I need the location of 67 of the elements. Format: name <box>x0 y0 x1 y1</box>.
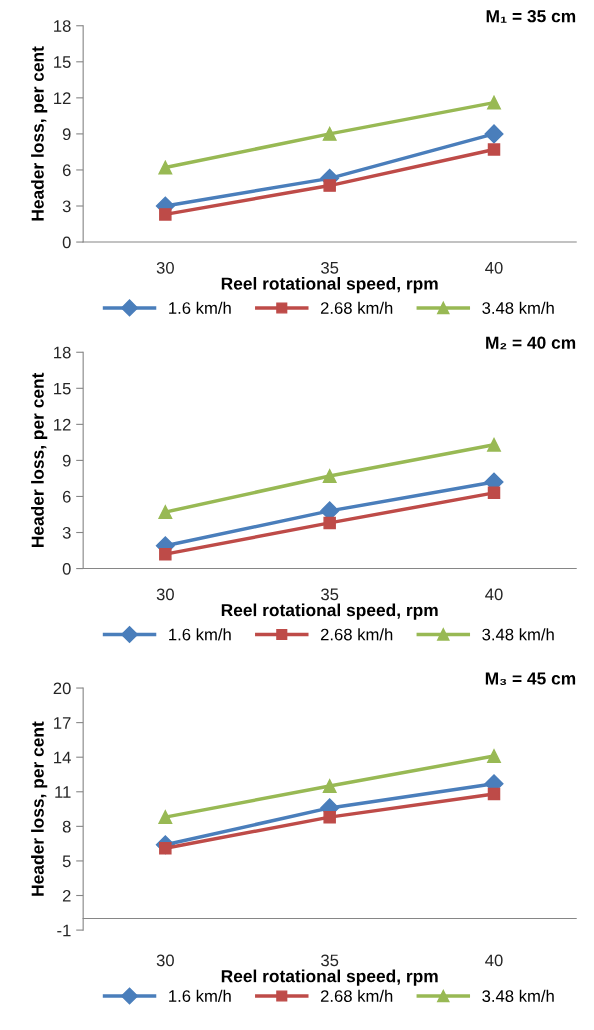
x-axis-title: Reel rotational speed, rpm <box>221 603 438 620</box>
point <box>158 810 173 825</box>
point <box>487 787 501 801</box>
y-tick-label: 0 <box>62 562 71 575</box>
y-axis-title: Header loss, per cent <box>31 46 48 221</box>
legend-label: 2.68 km/h <box>320 628 393 641</box>
point <box>323 179 336 192</box>
point <box>158 160 173 175</box>
point <box>487 95 501 110</box>
x-tick-label: 40 <box>485 954 503 967</box>
y-tick-label: 20 <box>53 682 71 695</box>
x-axis-title: Reel rotational speed, rpm <box>221 969 438 986</box>
x-tick-label: 35 <box>321 954 339 967</box>
legend-label: 3.48 km/h <box>482 989 554 1002</box>
y-axis-title: Header loss, per cent <box>31 721 48 896</box>
x-tick-label: 30 <box>156 954 174 967</box>
chart-title: M₂ = 40 cm <box>486 336 576 350</box>
y-tick-label: 8 <box>62 820 71 833</box>
y-tick-label: 15 <box>54 56 71 68</box>
point <box>323 810 336 824</box>
legend-label: 3.48 km/h <box>482 301 554 314</box>
chart-title: M₁ = 35 cm <box>486 10 576 23</box>
point <box>322 469 337 483</box>
point <box>487 749 501 763</box>
legend-label: 1.6 km/h <box>169 989 231 1002</box>
y-tick-label: 6 <box>62 490 71 503</box>
y-tick-label: 15 <box>54 382 71 395</box>
x-tick-label: 35 <box>321 261 339 274</box>
legend-label: 3.48 km/h <box>482 628 554 641</box>
point <box>484 124 504 144</box>
y-tick-label: 18 <box>54 20 71 32</box>
y-tick-label: 17 <box>54 717 71 729</box>
y-axis-title: Header loss, per cent <box>31 372 48 548</box>
y-tick-label: 5 <box>62 855 71 868</box>
y-tick-label: 9 <box>62 454 71 467</box>
point <box>158 505 173 520</box>
point <box>487 486 501 500</box>
y-tick-label: 3 <box>62 526 71 539</box>
legend-label: 1.6 km/h <box>169 628 231 641</box>
x-tick-label: 30 <box>156 588 174 601</box>
point <box>159 208 172 221</box>
point <box>159 547 172 561</box>
x-tick-label: 40 <box>485 261 503 274</box>
x-axis-title: Reel rotational speed, rpm <box>221 277 438 294</box>
y-tick-label: 3 <box>62 200 71 213</box>
x-tick-label: 35 <box>321 588 339 601</box>
point <box>323 516 336 530</box>
y-tick-label: 12 <box>54 418 71 431</box>
y-tick-label: 2 <box>62 889 71 902</box>
legend-label: 2.68 km/h <box>320 301 393 314</box>
legend-label: 2.68 km/h <box>320 989 393 1002</box>
point <box>487 437 501 452</box>
chart-title: M₃ = 45 cm <box>485 672 576 686</box>
y-tick-label: 6 <box>62 164 71 177</box>
y-tick-label: 0 <box>62 236 71 249</box>
y-tick-label: 18 <box>54 346 71 359</box>
y-tick-label: 14 <box>54 751 71 764</box>
y-tick-label: 11 <box>55 786 71 798</box>
y-tick-label: 9 <box>62 128 71 141</box>
x-tick-label: 40 <box>485 588 503 601</box>
y-tick-label: 12 <box>54 92 71 104</box>
point <box>487 143 501 156</box>
legend-label: 1.6 km/h <box>169 301 231 314</box>
x-tick-label: 30 <box>156 261 174 274</box>
point <box>322 779 337 793</box>
point <box>322 126 337 141</box>
y-tick-label: -1 <box>57 924 71 937</box>
